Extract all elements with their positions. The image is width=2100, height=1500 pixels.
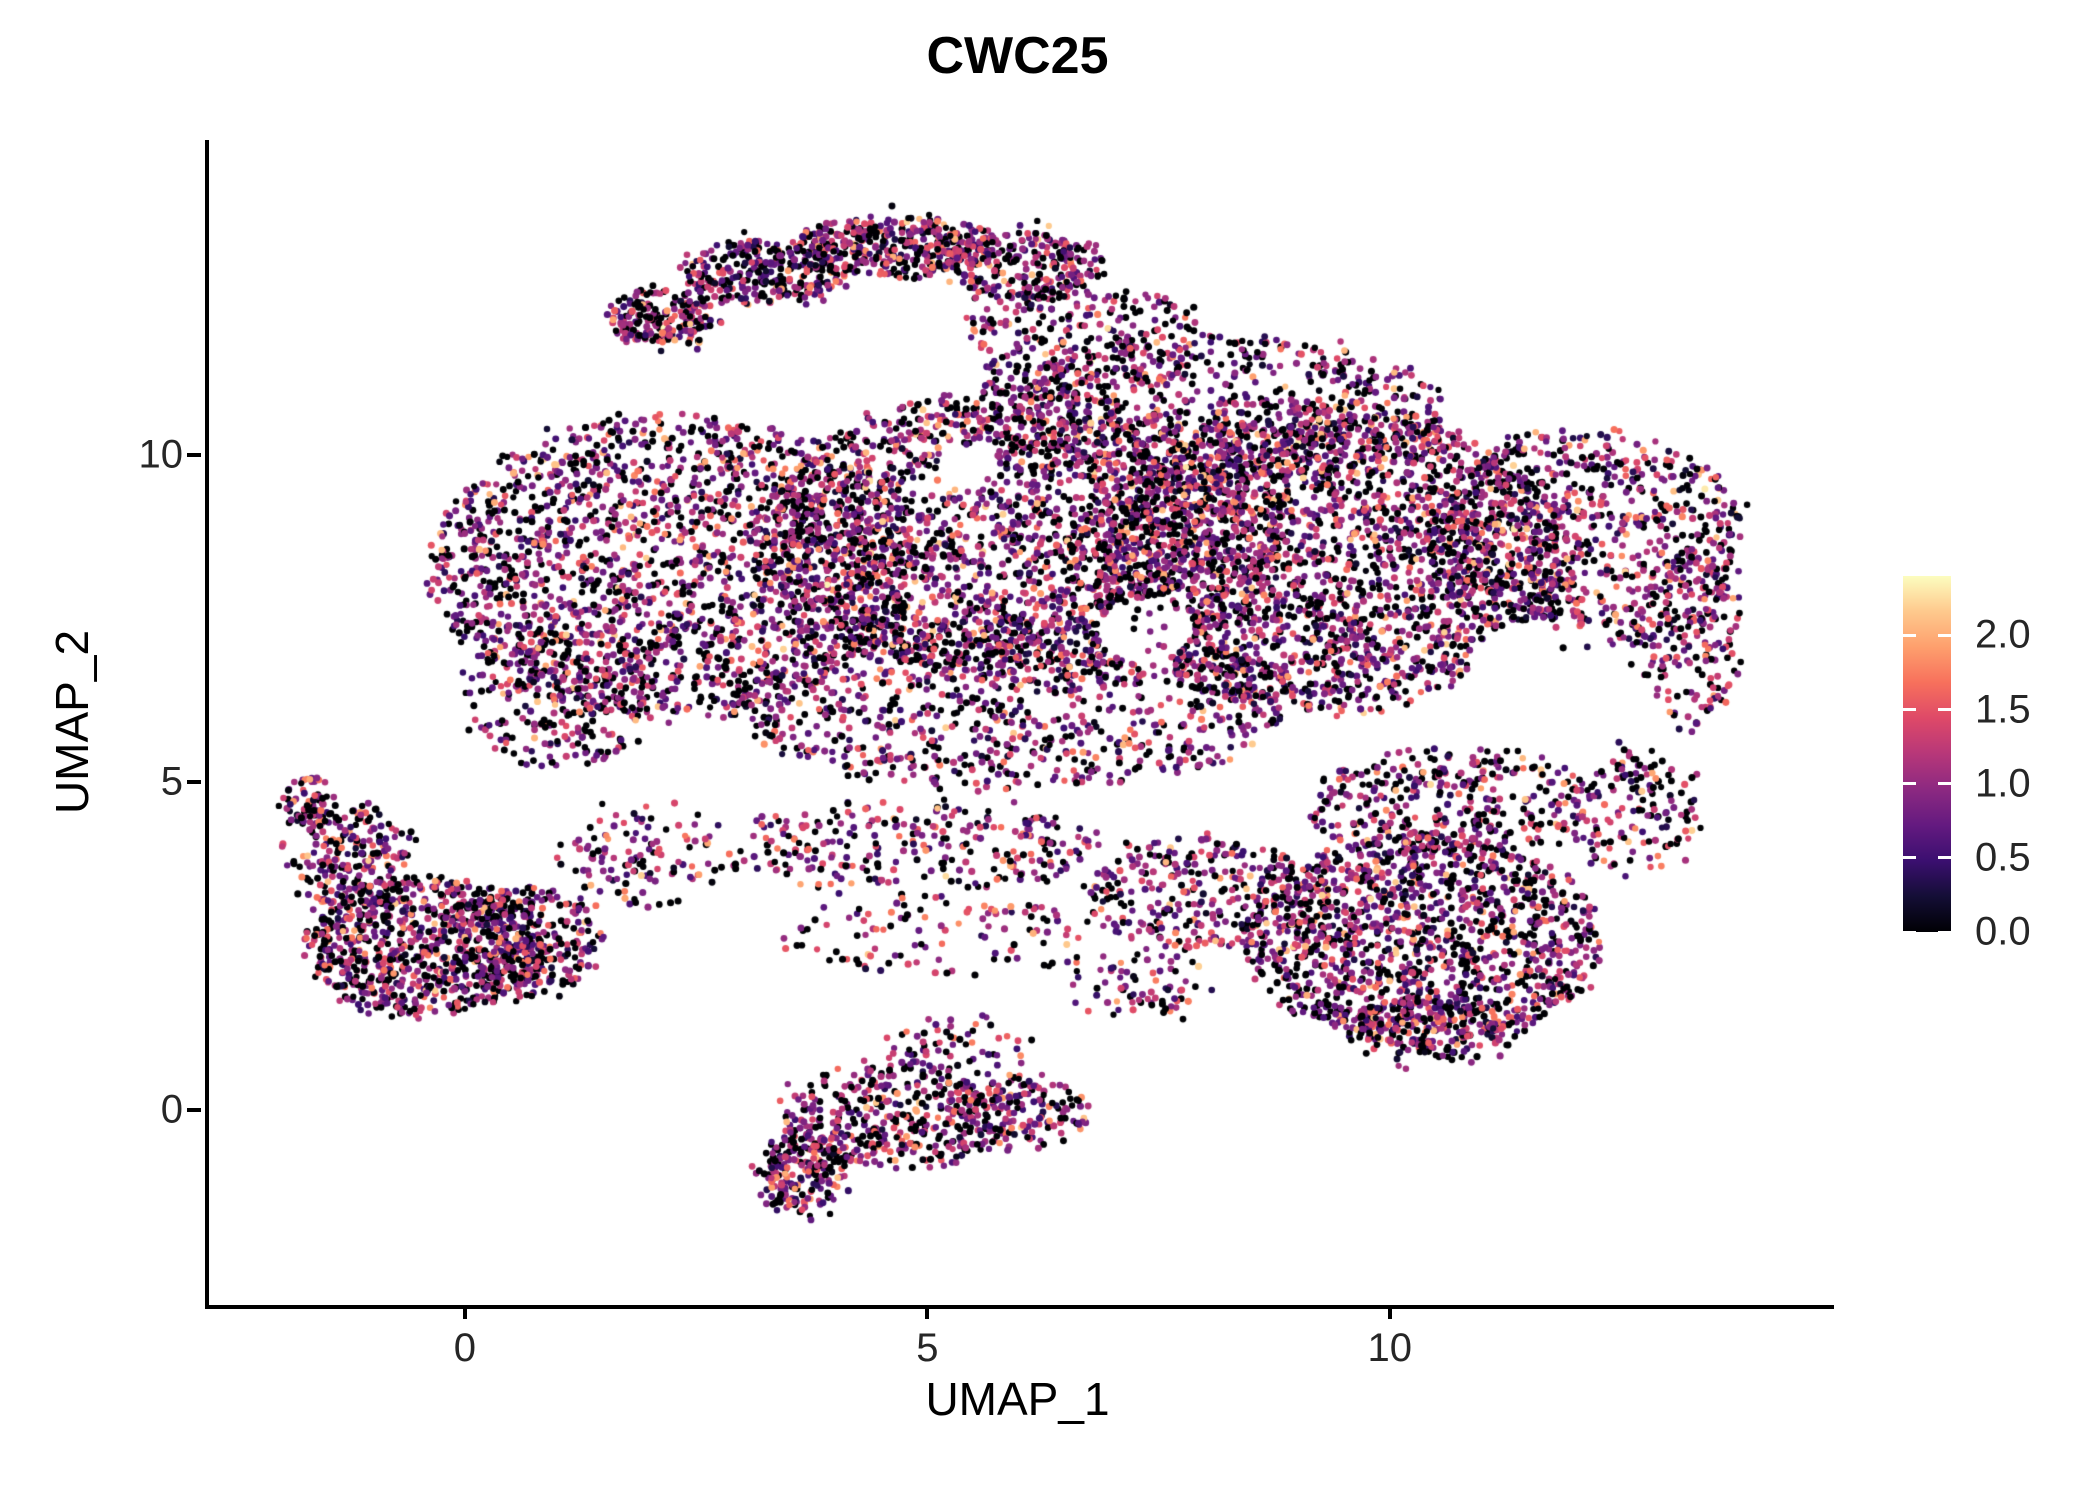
colorbar-tick-mark (1903, 930, 1916, 934)
x-tick-mark (1387, 1305, 1392, 1319)
colorbar-tick-label: 0.0 (1975, 909, 2031, 954)
x-axis-label: UMAP_1 (925, 1373, 1110, 1425)
plot-panel (205, 140, 1834, 1309)
y-tick-mark (187, 452, 201, 457)
colorbar-tick-label: 1.5 (1975, 687, 2031, 731)
scatter-canvas (209, 140, 1834, 1305)
colorbar-tick-label: 0.5 (1975, 835, 2031, 880)
x-tick-label: 10 (1367, 1326, 1413, 1370)
colorbar-tick-mark (1903, 782, 1916, 786)
colorbar-tick-mark (1903, 708, 1916, 711)
x-tick-mark (462, 1305, 467, 1319)
colorbar-tick-mark (1903, 856, 1916, 860)
colorbar-tick-mark (1938, 930, 1951, 934)
y-tick-label: 0 (160, 1087, 183, 1132)
colorbar-tick-mark (1938, 633, 1951, 637)
colorbar-tick-label: 2.0 (1975, 612, 2031, 657)
colorbar-tick-mark (1938, 708, 1951, 711)
colorbar-gradient (1903, 576, 1951, 932)
x-tick-label: 5 (916, 1326, 939, 1370)
colorbar-tick-mark (1938, 856, 1951, 860)
x-tick-label: 0 (453, 1326, 476, 1370)
colorbar-tick-mark (1903, 633, 1916, 637)
plot-title: CWC25 (926, 27, 1109, 85)
y-tick-label: 5 (160, 759, 183, 804)
y-tick-label: 10 (138, 432, 184, 477)
y-tick-mark (187, 780, 201, 785)
colorbar-tick-label: 1.0 (1975, 761, 2031, 806)
colorbar-tick-mark (1938, 782, 1951, 786)
x-tick-mark (925, 1305, 930, 1319)
y-tick-mark (187, 1107, 201, 1112)
